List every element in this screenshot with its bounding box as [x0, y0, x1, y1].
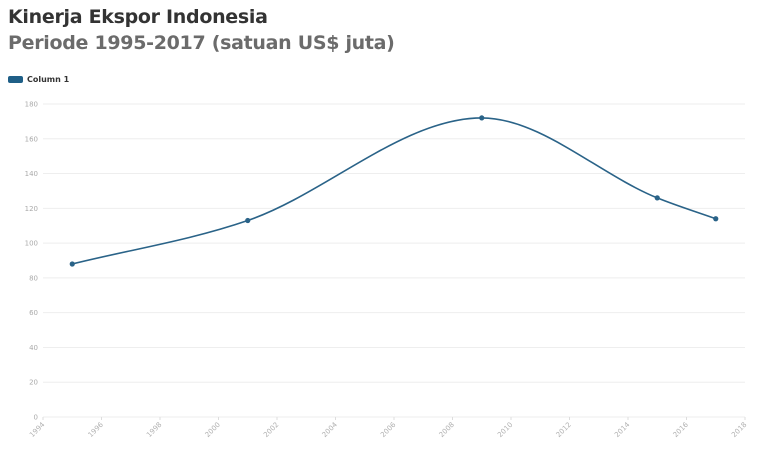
- y-tick-label: 80: [29, 274, 38, 282]
- x-tick-label: 2008: [438, 421, 456, 439]
- legend-swatch-icon: [8, 76, 23, 83]
- data-point[interactable]: [479, 115, 485, 121]
- x-tick-label: 2002: [262, 421, 280, 439]
- y-tick-label: 180: [25, 101, 38, 109]
- data-point[interactable]: [654, 195, 660, 201]
- x-tick-label: 1998: [145, 421, 163, 439]
- x-tick-label: 2018: [730, 421, 748, 439]
- y-tick-label: 120: [25, 205, 38, 213]
- legend[interactable]: Column 1: [8, 75, 69, 84]
- x-tick-label: 2012: [555, 421, 573, 439]
- y-tick-label: 60: [29, 309, 38, 317]
- x-tick-label: 2014: [613, 420, 632, 439]
- grid-lines: [43, 103, 745, 418]
- chart-title: Kinerja Ekspor Indonesia: [8, 6, 268, 28]
- data-points[interactable]: [69, 115, 719, 267]
- y-tick-label: 40: [29, 344, 38, 352]
- y-tick-label: 20: [29, 379, 38, 387]
- y-tick-label: 160: [25, 135, 38, 143]
- y-tick-label: 0: [34, 414, 38, 422]
- chart-subtitle: Periode 1995-2017 (satuan US$ juta): [8, 32, 395, 54]
- data-point[interactable]: [245, 217, 251, 224]
- x-tick-label: 1994: [28, 420, 47, 439]
- data-point[interactable]: [713, 216, 719, 222]
- x-tick-label: 1996: [87, 420, 106, 439]
- y-tick-label: 140: [25, 170, 38, 178]
- x-tick-label: 2000: [204, 421, 222, 439]
- series-line: [72, 117, 717, 265]
- legend-label: Column 1: [27, 75, 70, 84]
- x-tick-label: 2006: [379, 420, 398, 439]
- y-axis-ticks: 0 20 40 60 80 100 120 140 160 180: [25, 101, 38, 422]
- x-tick-label: 2004: [321, 420, 340, 439]
- x-axis-ticks: 1994 1996 1998 2000 2002 2004 2006 2008 2010 2012…: [28, 417, 748, 439]
- y-tick-label: 100: [25, 240, 38, 248]
- x-tick-label: 2016: [672, 420, 691, 439]
- x-tick-label: 2010: [496, 421, 514, 439]
- data-point[interactable]: [69, 261, 75, 267]
